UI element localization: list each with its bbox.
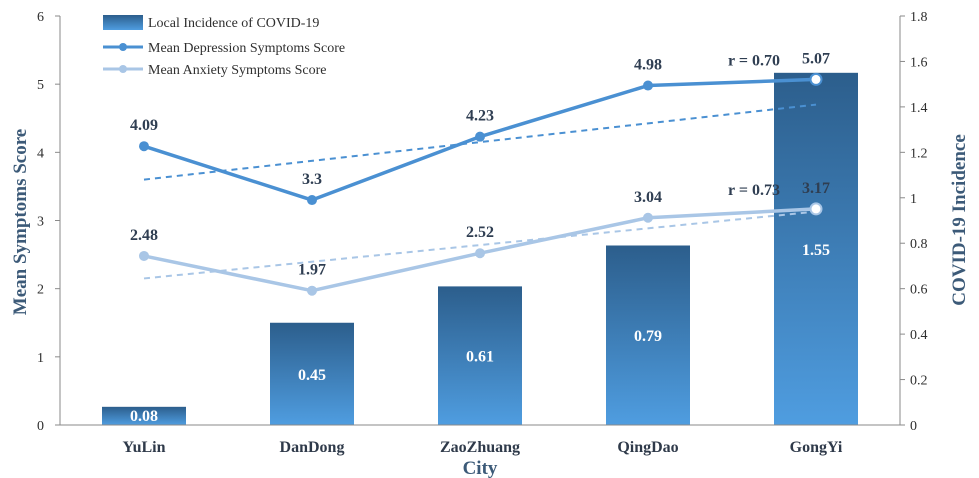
bar <box>774 72 858 426</box>
x-tick-label: ZaoZhuang <box>440 439 520 456</box>
correlation-label: r = 0.70 <box>728 52 780 69</box>
left-tick-label: 1 <box>37 351 44 366</box>
data-point <box>139 141 149 152</box>
legend-label-incidence: Local Incidence of COVID-19 <box>148 16 319 31</box>
legend-marker-depression <box>119 43 127 51</box>
left-axis-ticks: 0 1 2 3 4 5 6 <box>37 10 60 434</box>
data-label: 3.17 <box>802 180 830 197</box>
right-tick-label: 0.2 <box>910 374 928 389</box>
right-tick-label: 1.2 <box>910 146 928 161</box>
bar <box>270 322 354 425</box>
data-label: 1.97 <box>298 262 326 279</box>
y2-axis-title: COVID-19 Incidence <box>949 134 970 306</box>
trend-line <box>143 210 817 280</box>
bar <box>606 245 690 425</box>
left-tick-label: 5 <box>37 78 44 93</box>
right-axis-ticks: 0 0.2 0.4 0.6 0.8 1 1.2 1.4 1.6 1.8 <box>900 10 928 434</box>
legend-label-anxiety: Mean Anxiety Symptoms Score <box>148 63 327 78</box>
data-label: 3.3 <box>302 171 322 188</box>
right-tick-label: 0.8 <box>910 237 928 252</box>
bar-data-label: 0.61 <box>466 349 494 366</box>
data-label: 4.09 <box>130 117 158 134</box>
data-point <box>475 131 485 142</box>
right-tick-label: 1 <box>910 192 917 207</box>
data-point <box>139 250 149 261</box>
data-point <box>475 248 485 259</box>
left-tick-label: 3 <box>37 215 44 230</box>
right-tick-label: 0.4 <box>910 328 928 343</box>
data-label: 4.98 <box>634 57 662 74</box>
line-series: 4.09 3.3 4.23 4.98 5.07 r = 0.70 2.48 1.97 2.52 3… <box>130 50 830 296</box>
bar <box>438 286 522 425</box>
data-label: 4.23 <box>466 108 494 125</box>
trend-line <box>143 103 817 181</box>
legend-marker-anxiety <box>119 65 127 73</box>
bar-series: 0.08 0.45 0.61 0.79 1.55 <box>102 72 858 426</box>
data-label: 3.04 <box>634 189 662 206</box>
x-axis-ticks: YuLin DanDong ZaoZhuang QingDao GongYi <box>123 439 843 456</box>
bar-data-label: 1.55 <box>802 242 830 259</box>
data-label: 2.48 <box>130 227 158 244</box>
data-point <box>307 195 317 206</box>
x-tick-label: YuLin <box>123 439 166 456</box>
right-tick-label: 1.4 <box>910 101 928 116</box>
x-tick-label: DanDong <box>280 439 345 456</box>
left-tick-label: 0 <box>37 419 44 434</box>
legend-label-depression: Mean Depression Symptoms Score <box>148 41 345 56</box>
data-label: 5.07 <box>802 50 830 67</box>
right-tick-label: 1.6 <box>910 55 928 70</box>
right-tick-label: 1.8 <box>910 10 928 25</box>
left-tick-label: 4 <box>37 146 44 161</box>
y-axis-title: Mean Symptoms Score <box>10 129 31 315</box>
bar-data-label: 0.79 <box>634 328 662 345</box>
right-tick-label: 0.6 <box>910 283 928 298</box>
data-point <box>643 80 653 91</box>
bar-data-label: 0.08 <box>130 408 158 425</box>
x-axis-title: City <box>463 458 498 478</box>
data-point <box>307 285 317 296</box>
data-point <box>809 202 823 216</box>
data-point <box>643 212 653 223</box>
left-tick-label: 2 <box>37 283 44 298</box>
data-label: 2.52 <box>466 224 494 241</box>
legend-swatch-bar <box>103 15 143 30</box>
x-tick-label: QingDao <box>617 439 678 456</box>
bar <box>102 406 186 425</box>
left-tick-label: 6 <box>37 10 44 25</box>
right-tick-label: 0 <box>910 419 917 434</box>
legend: Local Incidence of COVID-19 Mean Depress… <box>103 15 345 78</box>
x-tick-label: GongYi <box>790 439 843 456</box>
correlation-label: r = 0.73 <box>728 182 780 199</box>
bar-data-label: 0.45 <box>298 367 326 384</box>
data-point <box>809 72 823 86</box>
